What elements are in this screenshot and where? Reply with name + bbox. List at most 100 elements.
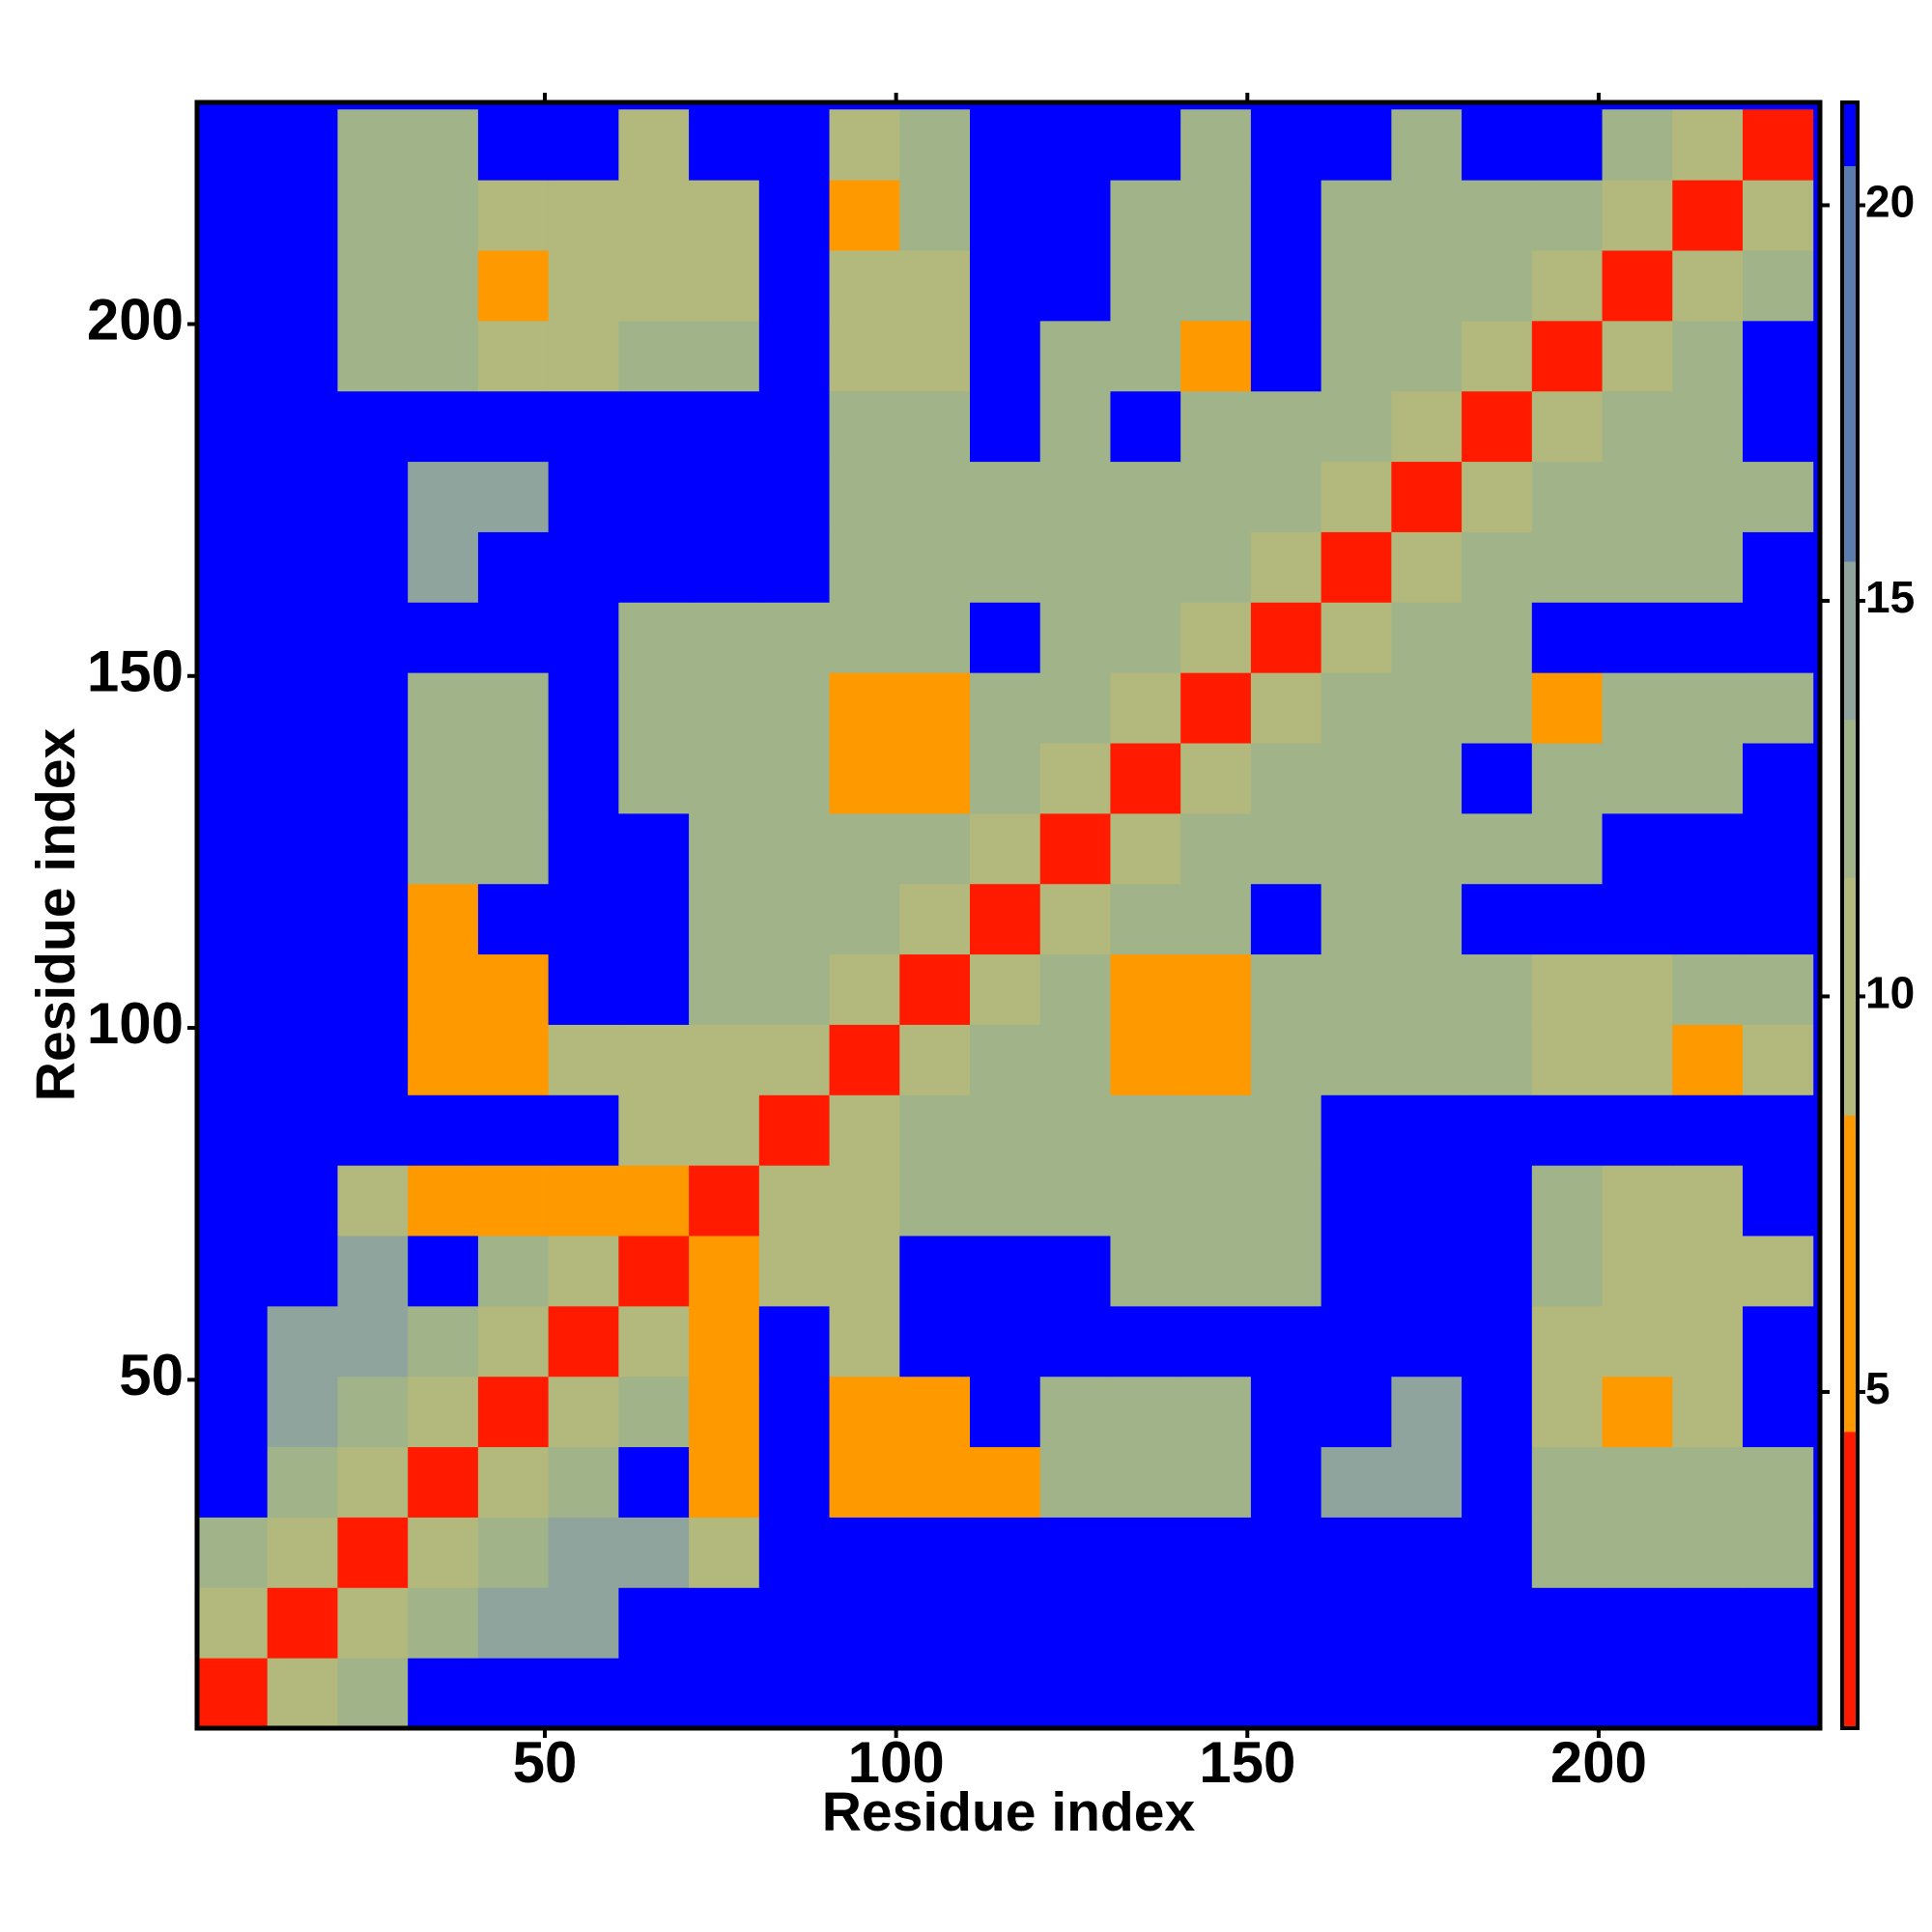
heatmap-cell <box>267 953 338 1025</box>
heatmap-cell <box>1672 953 1744 1025</box>
heatmap-cell <box>267 1376 338 1448</box>
heatmap-cell <box>1110 1446 1181 1518</box>
heatmap-cell <box>1672 602 1744 673</box>
heatmap-cell <box>1462 320 1533 392</box>
heatmap-cell <box>477 1376 550 1448</box>
heatmap-cell <box>1180 602 1252 673</box>
heatmap-cell <box>1743 672 1814 744</box>
heatmap-cell <box>689 531 760 603</box>
heatmap-cell <box>267 602 338 673</box>
heatmap-cell <box>1180 461 1252 532</box>
heatmap-cell <box>197 812 269 885</box>
heatmap-cell <box>548 953 619 1025</box>
heatmap-cell <box>1039 250 1111 322</box>
heatmap-cell <box>970 602 1041 673</box>
heatmap-cell <box>970 1446 1041 1518</box>
heatmap-cell <box>1250 1587 1322 1659</box>
colorbar-tick-label: 5 <box>1865 1363 1890 1413</box>
heatmap-cell <box>1321 1587 1392 1659</box>
heatmap-cell <box>1743 1658 1814 1729</box>
heatmap-cell <box>477 672 550 744</box>
heatmap-cell <box>1039 1517 1111 1588</box>
heatmap-cell <box>1531 250 1604 322</box>
heatmap-cell <box>829 109 900 181</box>
heatmap-cell <box>1672 180 1744 251</box>
heatmap-cell <box>618 1024 690 1095</box>
heatmap-cell <box>548 812 619 885</box>
heatmap-cell <box>548 531 619 603</box>
heatmap-cell <box>1462 883 1533 955</box>
heatmap-cell <box>970 250 1041 322</box>
heatmap-cell <box>1672 1376 1744 1448</box>
heatmap-cell <box>970 320 1041 392</box>
heatmap-cell <box>1039 461 1111 532</box>
heatmap-cell <box>1391 953 1463 1025</box>
heatmap-cell <box>899 883 971 955</box>
heatmap-cell <box>829 180 900 251</box>
heatmap-cell <box>829 1165 900 1236</box>
heatmap-cell <box>1462 531 1533 603</box>
heatmap-cell <box>1039 320 1111 392</box>
heatmap-cell <box>408 1587 479 1659</box>
heatmap-cell <box>1672 1517 1744 1588</box>
heatmap-cell <box>477 1094 550 1166</box>
heatmap-cell <box>970 1658 1041 1729</box>
heatmap-cell <box>1462 1446 1533 1518</box>
heatmap-cell <box>618 461 690 532</box>
heatmap-cell <box>267 1165 338 1236</box>
heatmap-cell <box>1250 320 1322 392</box>
heatmap-cell <box>1321 602 1392 673</box>
heatmap-cell <box>1531 1517 1604 1588</box>
heatmap-cell <box>1602 320 1673 392</box>
x-axis-label: Residue index <box>822 1781 1196 1843</box>
heatmap-cell <box>337 1165 409 1236</box>
heatmap-cell <box>477 743 550 814</box>
heatmap-cell <box>1110 1024 1181 1095</box>
heatmap-cell <box>1743 1587 1814 1659</box>
heatmap-cell <box>1391 1587 1463 1659</box>
heatmap-cell <box>970 109 1041 181</box>
heatmap-cell <box>829 1587 900 1659</box>
heatmap-cell <box>267 1094 338 1166</box>
heatmap-cell <box>1743 812 1814 885</box>
heatmap-cell <box>1743 1236 1814 1307</box>
heatmap-cell <box>1391 1094 1463 1166</box>
heatmap-cell <box>1743 1376 1814 1448</box>
heatmap-cell <box>618 812 690 885</box>
heatmap-cell <box>1391 461 1463 532</box>
heatmap-cell <box>1462 1094 1533 1166</box>
heatmap-cell <box>267 1024 338 1095</box>
colorbar-band <box>1842 1115 1858 1433</box>
colorbar-band <box>1842 561 1858 721</box>
heatmap-cell <box>829 743 900 814</box>
heatmap-cell <box>267 743 338 814</box>
heatmap-cell <box>970 1236 1041 1307</box>
heatmap-cell <box>477 1305 550 1378</box>
heatmap-cell <box>899 531 971 603</box>
colorbar-band <box>1842 165 1858 562</box>
heatmap-cell <box>618 1165 690 1236</box>
heatmap-cell <box>197 1658 269 1729</box>
heatmap-cell <box>1180 1446 1252 1518</box>
heatmap-cell <box>197 1376 269 1448</box>
heatmap-cell <box>408 1305 479 1378</box>
heatmap-cell <box>1039 109 1111 181</box>
heatmap-cell <box>197 1446 269 1518</box>
heatmap-cell <box>408 953 479 1025</box>
heatmap-cell <box>1462 250 1533 322</box>
heatmap-cell <box>829 390 900 463</box>
heatmap-cell <box>1531 531 1604 603</box>
heatmap-cell <box>758 1446 831 1518</box>
heatmap-cell <box>899 109 971 181</box>
heatmap-cell <box>1602 1658 1673 1729</box>
heatmap-cell <box>689 1024 760 1095</box>
heatmap-cell <box>1110 180 1181 251</box>
heatmap-cell <box>1180 180 1252 251</box>
heatmap-cell <box>829 812 900 885</box>
heatmap-cell <box>1462 1236 1533 1307</box>
heatmap-cell <box>548 180 619 251</box>
heatmap-cell <box>197 1024 269 1095</box>
heatmap-cell <box>899 1024 971 1095</box>
heatmap-cell <box>197 1236 269 1307</box>
